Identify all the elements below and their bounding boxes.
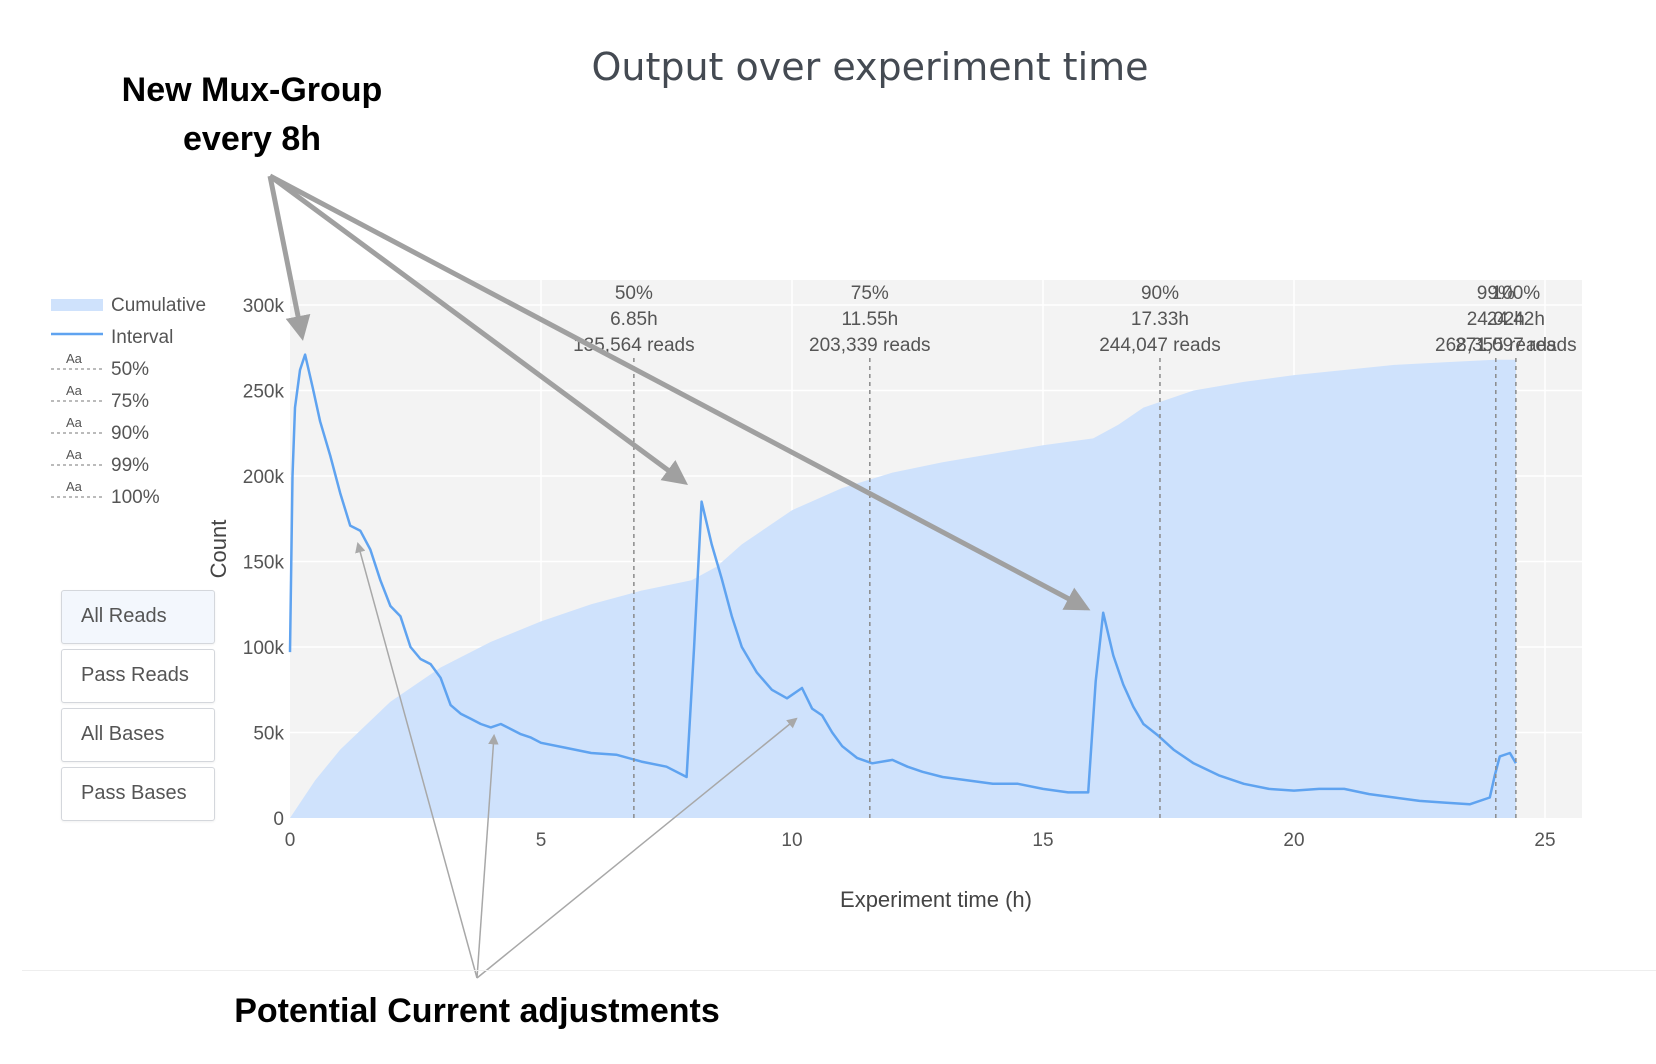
all-bases-button[interactable]: All Bases xyxy=(61,708,215,762)
legend-item-75[interactable]: Aa 75% xyxy=(51,383,149,412)
x-tick-label: 15 xyxy=(1032,830,1053,851)
y-tick-label: 250k xyxy=(243,382,285,403)
arrow-to-peak-1 xyxy=(267,175,311,341)
legend-marker-sample: Aa xyxy=(66,479,83,494)
mux-group-arrows xyxy=(267,173,1091,611)
x-axis-title: Experiment time (h) xyxy=(840,887,1032,912)
legend-marker-sample: Aa xyxy=(66,351,83,366)
x-tick-label: 25 xyxy=(1534,830,1555,851)
legend-item-50[interactable]: Aa 50% xyxy=(51,351,149,380)
annotation-current-adjustments: Potential Current adjustments xyxy=(234,992,720,1030)
marker-label: 24.42h xyxy=(1487,309,1545,330)
annotation-mux-group-line2: every 8h xyxy=(183,120,321,158)
legend-label-99: 99% xyxy=(111,455,149,476)
legend-label-cumulative[interactable]: Cumulative xyxy=(111,295,206,316)
marker-label: 271,097 reads xyxy=(1455,335,1577,356)
legend-item-99[interactable]: Aa 99% xyxy=(51,447,149,476)
y-tick-label: 150k xyxy=(243,553,285,574)
marker-100: 100% 24.42h 271,097 reads xyxy=(1455,283,1577,818)
legend-label-50: 50% xyxy=(111,359,149,380)
legend-item-100[interactable]: Aa 100% xyxy=(51,479,160,508)
marker-label: 17.33h xyxy=(1131,309,1189,330)
marker-label: 50% xyxy=(615,283,653,304)
legend-marker-sample: Aa xyxy=(66,447,83,462)
marker-label: 24.02h xyxy=(1467,309,1525,330)
legend: Cumulative Interval Aa 50% Aa 75% Aa 90%… xyxy=(51,295,206,508)
marker-label: 99% xyxy=(1477,283,1515,304)
arrow-to-peak-2 xyxy=(268,173,689,485)
y-axis-ticks: 0 50k 100k 150k 200k 250k 300k xyxy=(243,296,285,830)
divider xyxy=(22,970,1656,971)
legend-swatch-cumulative xyxy=(51,299,103,311)
marker-99: 99% 24.02h 268,355 reads xyxy=(1435,283,1557,818)
x-tick-label: 5 xyxy=(536,830,547,851)
marker-label: 100% xyxy=(1492,283,1541,304)
marker-label: 90% xyxy=(1141,283,1179,304)
legend-item-90[interactable]: Aa 90% xyxy=(51,415,149,444)
legend-label-75: 75% xyxy=(111,391,149,412)
arrow-to-adjustment-1 xyxy=(355,541,478,979)
marker-label: 203,339 reads xyxy=(809,335,931,356)
marker-label: 75% xyxy=(851,283,889,304)
interval-line xyxy=(288,353,1517,806)
y-tick-label: 300k xyxy=(243,296,285,317)
pass-bases-button[interactable]: Pass Bases xyxy=(61,767,215,821)
legend-label-90: 90% xyxy=(111,423,149,444)
y-tick-label: 200k xyxy=(243,467,285,488)
x-axis-ticks: 0 5 10 15 20 25 xyxy=(285,830,1556,851)
marker-90: 90% 17.33h 244,047 reads xyxy=(1099,283,1221,818)
y-tick-label: 0 xyxy=(273,809,284,830)
marker-75: 75% 11.55h 203,339 reads xyxy=(809,283,931,818)
x-tick-label: 10 xyxy=(781,830,802,851)
marker-label: 244,047 reads xyxy=(1099,335,1221,356)
y-tick-label: 50k xyxy=(253,724,284,745)
y-axis-title: Count xyxy=(206,520,231,579)
arrow-to-adjustment-2 xyxy=(476,733,499,979)
marker-label: 268,355 reads xyxy=(1435,335,1557,356)
legend-label-interval[interactable]: Interval xyxy=(111,327,173,348)
legend-marker-sample: Aa xyxy=(66,383,83,398)
arrow-to-peak-3 xyxy=(268,173,1091,611)
arrow-to-adjustment-3 xyxy=(476,717,798,979)
annotation-mux-group-line1: New Mux-Group xyxy=(122,71,383,109)
cumulative-area xyxy=(290,359,1516,818)
current-adjustment-arrows xyxy=(355,541,798,979)
x-tick-label: 20 xyxy=(1283,830,1304,851)
marker-label: 11.55h xyxy=(841,309,898,330)
marker-label: 6.85h xyxy=(610,309,658,330)
legend-marker-sample: Aa xyxy=(66,415,83,430)
x-tick-label: 0 xyxy=(285,830,296,851)
y-tick-label: 100k xyxy=(243,638,285,659)
pass-reads-button[interactable]: Pass Reads xyxy=(61,649,215,703)
all-reads-button[interactable]: All Reads xyxy=(61,590,215,644)
chart-title: Output over experiment time xyxy=(591,45,1148,89)
legend-label-100: 100% xyxy=(111,487,160,508)
